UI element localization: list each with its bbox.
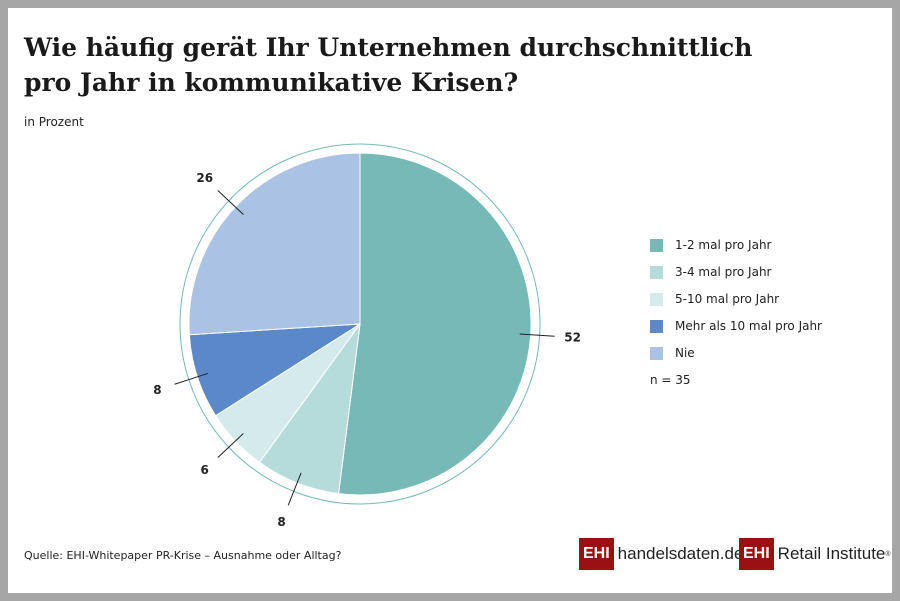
legend-swatch bbox=[650, 319, 663, 333]
logo-text: handelsdaten.de bbox=[617, 544, 744, 563]
source-note: Quelle: EHI-Whitepaper PR-Krise – Ausnah… bbox=[24, 549, 342, 562]
legend-swatch bbox=[650, 292, 663, 306]
leader-line bbox=[217, 190, 244, 215]
data-label: 6 bbox=[201, 463, 209, 477]
legend-label: 1-2 mal pro Jahr bbox=[675, 238, 772, 252]
legend-item: 5-10 mal pro Jahr bbox=[650, 292, 779, 306]
handelsdaten-logo: EHI handelsdaten.de bbox=[579, 538, 743, 570]
ehi-mark: EHI bbox=[739, 538, 774, 570]
pie-slice bbox=[338, 152, 532, 496]
legend-label: 5-10 mal pro Jahr bbox=[675, 292, 780, 306]
ehi-mark: EHI bbox=[579, 538, 614, 570]
data-label: 52 bbox=[564, 330, 581, 344]
pie-outer-ring bbox=[179, 143, 541, 505]
legend-label: 3-4 mal pro Jahr bbox=[675, 265, 772, 279]
pie-slice bbox=[188, 152, 361, 336]
data-label: 8 bbox=[153, 383, 161, 397]
legend-item: Mehr als 10 mal pro Jahr bbox=[650, 319, 822, 333]
legend-item: Nie bbox=[650, 346, 695, 360]
legend-label: Nie bbox=[675, 346, 695, 360]
leader-line bbox=[174, 372, 208, 385]
legend-swatch bbox=[650, 265, 663, 279]
legend-item: 3-4 mal pro Jahr bbox=[650, 265, 771, 279]
legend-label: Mehr als 10 mal pro Jahr bbox=[675, 319, 822, 333]
legend-swatch bbox=[650, 238, 663, 252]
data-label: 8 bbox=[277, 515, 285, 529]
legend-swatch bbox=[650, 346, 663, 360]
retail-institute-logo: EHI Retail Institute ® bbox=[739, 538, 891, 570]
leader-line bbox=[217, 433, 244, 458]
sample-size: n = 35 bbox=[650, 373, 691, 387]
chart-title: Wie häufig gerät Ihr Unternehmen durchsc… bbox=[24, 33, 753, 97]
legend-item: 1-2 mal pro Jahr bbox=[650, 238, 771, 252]
leader-line bbox=[287, 472, 302, 506]
chart-subtitle: in Prozent bbox=[24, 115, 84, 129]
logo-text: Retail Institute bbox=[777, 544, 886, 563]
leader-line bbox=[519, 333, 555, 337]
data-label: 26 bbox=[196, 171, 213, 185]
